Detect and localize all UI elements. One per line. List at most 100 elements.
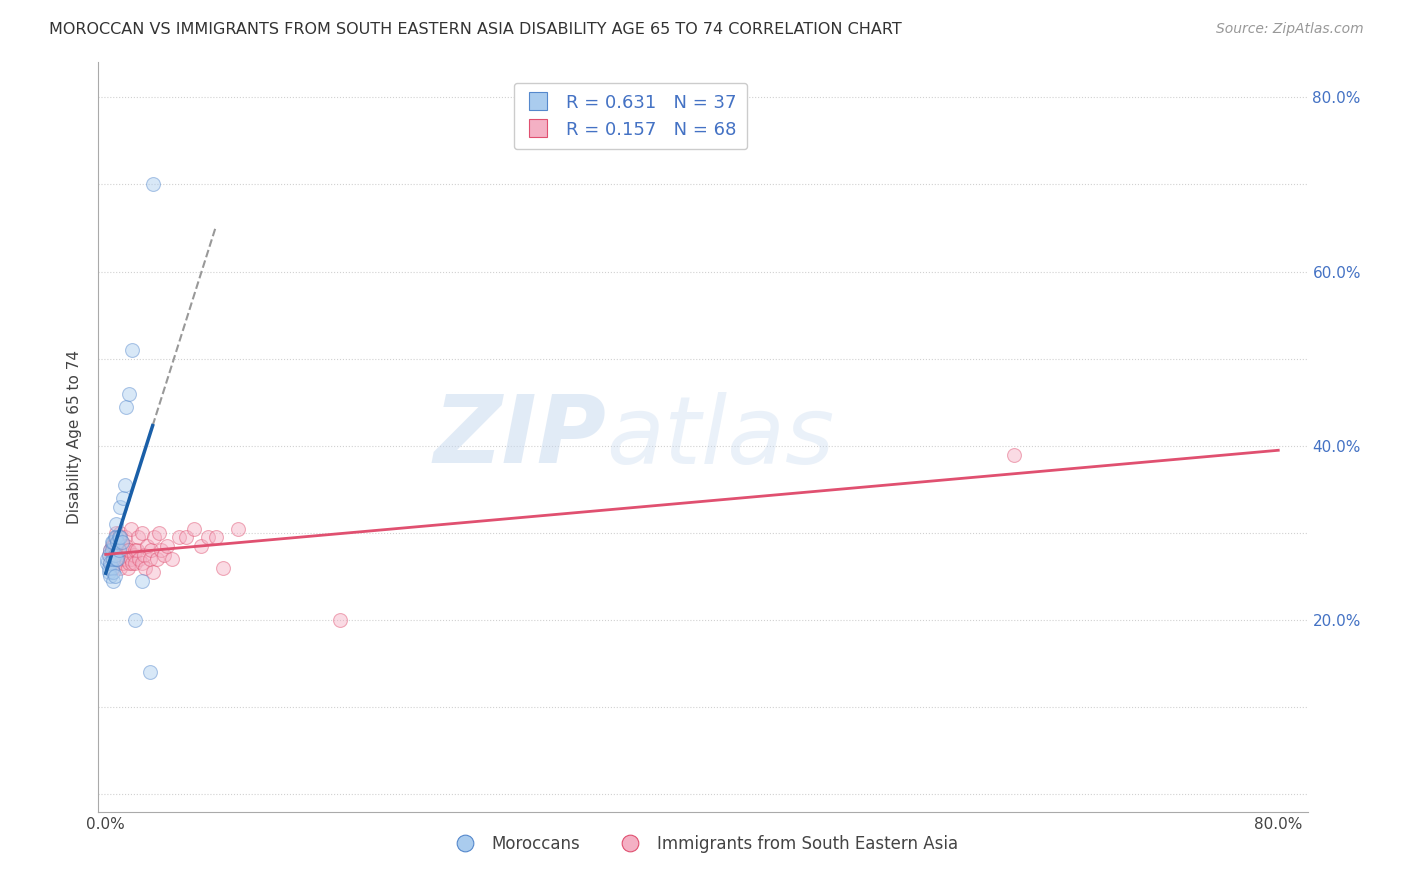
Point [107, 534, 129, 549]
Point [100, 561, 122, 575]
Point [107, 552, 129, 566]
Point [135, 539, 157, 553]
Point [111, 552, 134, 566]
Point [107, 530, 129, 544]
Point [121, 557, 143, 571]
Point [103, 543, 125, 558]
Point [115, 552, 138, 566]
Point [108, 543, 131, 558]
Point [124, 557, 146, 571]
Text: atlas: atlas [606, 392, 835, 483]
Point [110, 500, 132, 514]
Point [118, 386, 141, 401]
Point [98, 543, 121, 558]
Point [124, 543, 146, 558]
Point [101, 534, 124, 549]
Point [105, 530, 128, 544]
Point [103, 557, 125, 571]
Point [103, 569, 125, 583]
Point [142, 565, 165, 579]
Point [101, 548, 124, 562]
Point [131, 525, 153, 540]
Point [176, 530, 198, 544]
Point [101, 552, 124, 566]
Point [121, 343, 143, 357]
Point [101, 539, 124, 553]
Text: Source: ZipAtlas.com: Source: ZipAtlas.com [1216, 22, 1364, 37]
Point [107, 539, 129, 553]
Point [128, 552, 150, 566]
Point [100, 543, 122, 558]
Point [105, 539, 128, 553]
Point [122, 548, 145, 562]
Point [105, 552, 128, 566]
Point [105, 552, 128, 566]
Point [124, 613, 146, 627]
Point [101, 574, 124, 588]
Point [134, 561, 156, 575]
Point [97, 548, 120, 562]
Point [111, 534, 134, 549]
Point [103, 530, 125, 544]
Point [100, 534, 122, 549]
Point [101, 565, 124, 579]
Point [112, 491, 135, 505]
Point [1004, 448, 1026, 462]
Point [120, 552, 142, 566]
Point [204, 530, 226, 544]
Point [127, 530, 149, 544]
Point [108, 543, 131, 558]
Point [167, 530, 190, 544]
Point [100, 539, 122, 553]
Point [138, 665, 160, 680]
Point [142, 178, 165, 192]
Point [110, 530, 132, 544]
Y-axis label: Disability Age 65 to 74: Disability Age 65 to 74 [67, 350, 83, 524]
Point [153, 548, 176, 562]
Point [118, 543, 141, 558]
Point [112, 557, 135, 571]
Point [101, 561, 124, 575]
Point [114, 548, 136, 562]
Point [114, 478, 136, 492]
Point [329, 613, 352, 627]
Point [125, 543, 148, 558]
Point [103, 534, 125, 549]
Point [105, 517, 128, 532]
Point [96, 557, 118, 571]
Point [97, 565, 120, 579]
Text: ZIP: ZIP [433, 391, 606, 483]
Point [107, 552, 129, 566]
Point [111, 534, 134, 549]
Point [118, 557, 141, 571]
Point [98, 569, 121, 583]
Point [110, 543, 132, 558]
Point [131, 557, 153, 571]
Point [98, 543, 121, 558]
Text: MOROCCAN VS IMMIGRANTS FROM SOUTH EASTERN ASIA DISABILITY AGE 65 TO 74 CORRELATI: MOROCCAN VS IMMIGRANTS FROM SOUTH EASTER… [49, 22, 903, 37]
Point [197, 530, 219, 544]
Point [183, 522, 205, 536]
Legend: Moroccans, Immigrants from South Eastern Asia: Moroccans, Immigrants from South Eastern… [441, 829, 965, 860]
Point [98, 557, 121, 571]
Point [115, 539, 138, 553]
Point [110, 525, 132, 540]
Point [108, 530, 131, 544]
Point [112, 539, 135, 553]
Point [138, 552, 160, 566]
Point [190, 539, 212, 553]
Point [100, 552, 122, 566]
Point [120, 522, 142, 536]
Point [146, 552, 169, 566]
Point [117, 561, 139, 575]
Point [156, 539, 179, 553]
Point [212, 561, 235, 575]
Point [132, 548, 155, 562]
Point [115, 400, 138, 414]
Point [148, 525, 170, 540]
Point [96, 552, 118, 566]
Point [131, 574, 153, 588]
Point [97, 548, 120, 562]
Point [150, 543, 173, 558]
Point [143, 530, 166, 544]
